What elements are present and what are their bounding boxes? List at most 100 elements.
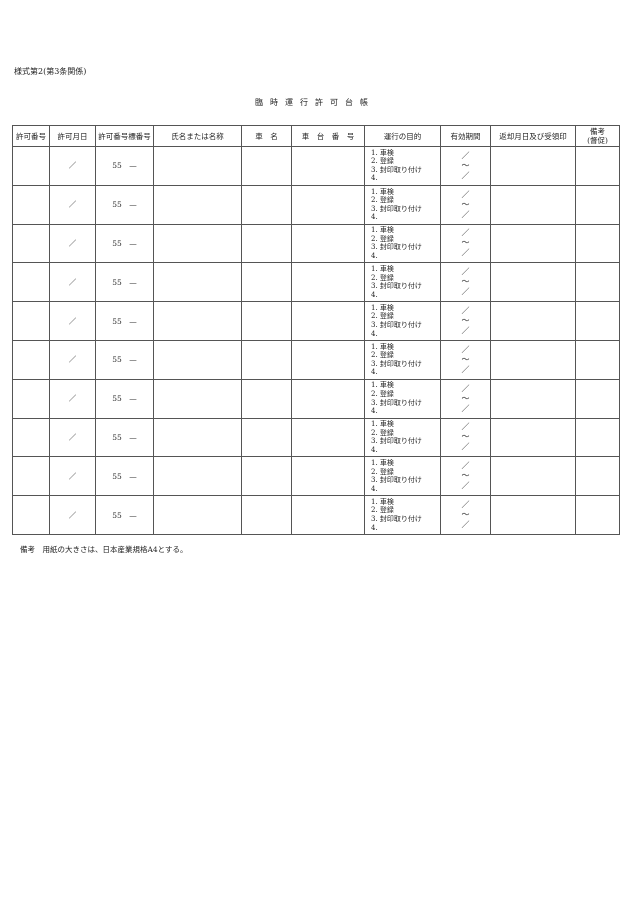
cell-remarks[interactable]: [575, 417, 620, 458]
cell-vehicle-name[interactable]: [241, 262, 292, 303]
cell-permit-number[interactable]: [12, 378, 50, 419]
cell-vehicle-name[interactable]: [241, 378, 292, 419]
cell-remarks[interactable]: [575, 146, 620, 186]
cell-permit-number[interactable]: [12, 146, 50, 186]
cell-chassis-number[interactable]: [291, 146, 365, 186]
cell-plate-number[interactable]: 55 —: [95, 301, 154, 341]
cell-name[interactable]: [153, 417, 242, 458]
cell-plate-number[interactable]: 55 —: [95, 417, 154, 458]
cell-purpose[interactable]: 1. 車検 2. 登録 3. 封印取り付け 4.: [364, 262, 441, 303]
cell-name[interactable]: [153, 223, 242, 264]
cell-return-date[interactable]: [490, 495, 576, 535]
cell-valid-period[interactable]: ／～／: [440, 184, 491, 225]
cell-remarks[interactable]: [575, 339, 620, 380]
cell-plate-number[interactable]: 55 —: [95, 339, 154, 380]
cell-return-date[interactable]: [490, 417, 576, 458]
cell-name[interactable]: [153, 339, 242, 380]
cell-plate-number[interactable]: 55 —: [95, 495, 154, 535]
cell-valid-period[interactable]: ／～／: [440, 339, 491, 380]
cell-permit-date[interactable]: ／: [49, 146, 96, 186]
cell-permit-date[interactable]: ／: [49, 495, 96, 535]
cell-chassis-number[interactable]: [291, 378, 365, 419]
cell-name[interactable]: [153, 495, 242, 535]
cell-purpose[interactable]: 1. 車検 2. 登録 3. 封印取り付け 4.: [364, 456, 441, 497]
cell-purpose[interactable]: 1. 車検 2. 登録 3. 封印取り付け 4.: [364, 184, 441, 225]
cell-permit-date[interactable]: ／: [49, 223, 96, 264]
cell-permit-number[interactable]: [12, 223, 50, 264]
cell-permit-number[interactable]: [12, 456, 50, 497]
cell-purpose[interactable]: 1. 車検 2. 登録 3. 封印取り付け 4.: [364, 378, 441, 419]
cell-vehicle-name[interactable]: [241, 146, 292, 186]
cell-permit-date[interactable]: ／: [49, 417, 96, 458]
cell-valid-period[interactable]: ／～／: [440, 495, 491, 535]
cell-purpose[interactable]: 1. 車検 2. 登録 3. 封印取り付け 4.: [364, 417, 441, 458]
cell-vehicle-name[interactable]: [241, 184, 292, 225]
cell-return-date[interactable]: [490, 378, 576, 419]
cell-remarks[interactable]: [575, 301, 620, 341]
cell-valid-period[interactable]: ／～／: [440, 301, 491, 341]
cell-remarks[interactable]: [575, 184, 620, 225]
cell-plate-number[interactable]: 55 —: [95, 262, 154, 303]
cell-valid-period[interactable]: ／～／: [440, 262, 491, 303]
cell-chassis-number[interactable]: [291, 184, 365, 225]
cell-return-date[interactable]: [490, 456, 576, 497]
cell-permit-date[interactable]: ／: [49, 301, 96, 341]
cell-remarks[interactable]: [575, 223, 620, 264]
cell-name[interactable]: [153, 301, 242, 341]
cell-permit-number[interactable]: [12, 184, 50, 225]
cell-permit-number[interactable]: [12, 495, 50, 535]
cell-purpose[interactable]: 1. 車検 2. 登録 3. 封印取り付け 4.: [364, 301, 441, 341]
cell-vehicle-name[interactable]: [241, 301, 292, 341]
cell-return-date[interactable]: [490, 223, 576, 264]
cell-name[interactable]: [153, 146, 242, 186]
cell-remarks[interactable]: [575, 262, 620, 303]
cell-purpose[interactable]: 1. 車検 2. 登録 3. 封印取り付け 4.: [364, 146, 441, 186]
cell-name[interactable]: [153, 378, 242, 419]
cell-purpose[interactable]: 1. 車検 2. 登録 3. 封印取り付け 4.: [364, 495, 441, 535]
cell-name[interactable]: [153, 262, 242, 303]
cell-chassis-number[interactable]: [291, 262, 365, 303]
cell-valid-period[interactable]: ／～／: [440, 378, 491, 419]
cell-permit-number[interactable]: [12, 417, 50, 458]
cell-vehicle-name[interactable]: [241, 417, 292, 458]
cell-vehicle-name[interactable]: [241, 495, 292, 535]
cell-chassis-number[interactable]: [291, 223, 365, 264]
cell-remarks[interactable]: [575, 378, 620, 419]
cell-plate-number[interactable]: 55 —: [95, 146, 154, 186]
cell-chassis-number[interactable]: [291, 301, 365, 341]
cell-valid-period[interactable]: ／～／: [440, 456, 491, 497]
cell-return-date[interactable]: [490, 146, 576, 186]
cell-permit-number[interactable]: [12, 339, 50, 380]
cell-vehicle-name[interactable]: [241, 339, 292, 380]
cell-permit-number[interactable]: [12, 262, 50, 303]
cell-plate-number[interactable]: 55 —: [95, 223, 154, 264]
cell-remarks[interactable]: [575, 456, 620, 497]
cell-permit-date[interactable]: ／: [49, 456, 96, 497]
cell-purpose[interactable]: 1. 車検 2. 登録 3. 封印取り付け 4.: [364, 223, 441, 264]
cell-return-date[interactable]: [490, 184, 576, 225]
cell-plate-number[interactable]: 55 —: [95, 456, 154, 497]
cell-permit-date[interactable]: ／: [49, 184, 96, 225]
cell-chassis-number[interactable]: [291, 339, 365, 380]
cell-permit-date[interactable]: ／: [49, 339, 96, 380]
cell-valid-period[interactable]: ／～／: [440, 223, 491, 264]
cell-vehicle-name[interactable]: [241, 456, 292, 497]
cell-permit-date[interactable]: ／: [49, 262, 96, 303]
cell-chassis-number[interactable]: [291, 456, 365, 497]
cell-plate-number[interactable]: 55 —: [95, 378, 154, 419]
cell-plate-number[interactable]: 55 —: [95, 184, 154, 225]
cell-return-date[interactable]: [490, 339, 576, 380]
cell-chassis-number[interactable]: [291, 495, 365, 535]
cell-name[interactable]: [153, 456, 242, 497]
cell-valid-period[interactable]: ／～／: [440, 417, 491, 458]
cell-remarks[interactable]: [575, 495, 620, 535]
cell-name[interactable]: [153, 184, 242, 225]
cell-purpose[interactable]: 1. 車検 2. 登録 3. 封印取り付け 4.: [364, 339, 441, 380]
cell-permit-number[interactable]: [12, 301, 50, 341]
cell-return-date[interactable]: [490, 301, 576, 341]
cell-valid-period[interactable]: ／～／: [440, 146, 491, 186]
cell-vehicle-name[interactable]: [241, 223, 292, 264]
cell-return-date[interactable]: [490, 262, 576, 303]
cell-chassis-number[interactable]: [291, 417, 365, 458]
cell-permit-date[interactable]: ／: [49, 378, 96, 419]
